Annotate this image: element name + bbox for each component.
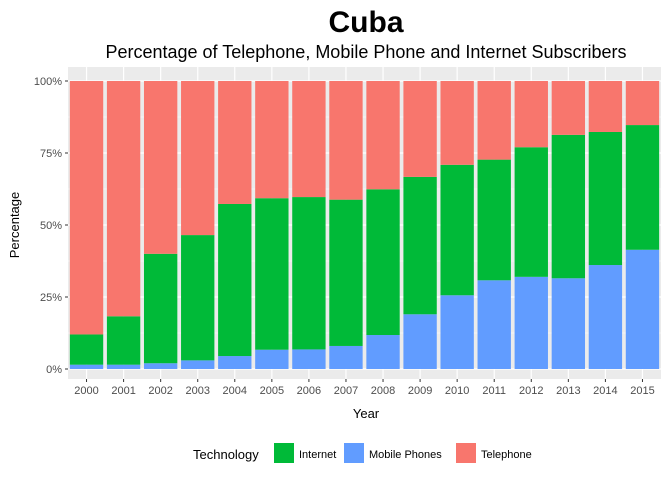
legend-label-mobile-phones: Mobile Phones — [369, 449, 442, 461]
y-tick-label: 0% — [46, 364, 62, 376]
y-tick-label: 75% — [40, 148, 62, 160]
bar-internet-2012 — [514, 147, 548, 277]
x-tick-label: 2004 — [223, 385, 247, 397]
bar-telephone-2003 — [181, 81, 215, 236]
bar-internet-2013 — [551, 134, 586, 279]
bar-mobile-phones-2003 — [181, 360, 215, 369]
bar-mobile-phones-2004 — [218, 356, 252, 369]
bar-telephone-2013 — [551, 81, 586, 135]
x-tick-label: 2009 — [408, 385, 432, 397]
legend: Technology Internet Mobile Phones Teleph… — [193, 443, 532, 463]
bar-internet-2004 — [218, 203, 252, 357]
bar-internet-2011 — [477, 159, 511, 281]
bar-mobile-phones-2011 — [477, 280, 511, 369]
bar-telephone-2006 — [292, 81, 326, 198]
x-tick-label: 2011 — [482, 385, 506, 397]
x-tick-label: 2014 — [593, 385, 617, 397]
chart-title: Cuba — [329, 6, 404, 39]
bar-telephone-2004 — [218, 81, 252, 204]
legend-title: Technology — [193, 447, 259, 462]
x-tick-label: 2003 — [185, 385, 209, 397]
legend-item-internet: Internet — [274, 443, 336, 463]
bar-internet-2008 — [366, 189, 400, 336]
legend-item-mobile-phones: Mobile Phones — [344, 443, 442, 463]
bar-telephone-2007 — [329, 81, 363, 200]
legend-label-internet: Internet — [299, 449, 336, 461]
bar-telephone-2002 — [143, 81, 178, 254]
x-axis-ticks: 2000 2001 2002 2003 2004 2005 2006 2007 2008 2009… — [74, 379, 655, 397]
bar-telephone-2014 — [588, 81, 623, 132]
bar-internet-2014 — [588, 131, 623, 266]
x-tick-label: 2002 — [148, 385, 172, 397]
bar-internet-2015 — [625, 125, 660, 250]
y-axis-ticks: 0% 25% 50% 75% 100% — [34, 76, 68, 376]
x-tick-label: 2007 — [334, 385, 358, 397]
bars — [69, 81, 660, 369]
bar-mobile-phones-2002 — [143, 363, 178, 369]
x-tick-label: 2010 — [445, 385, 469, 397]
bar-internet-2000 — [69, 334, 104, 365]
x-tick-label: 2005 — [260, 385, 284, 397]
x-tick-label: 2000 — [74, 385, 98, 397]
y-tick-label: 100% — [34, 76, 62, 88]
bar-mobile-phones-2007 — [329, 345, 363, 369]
bar-internet-2005 — [255, 198, 289, 350]
bar-telephone-2009 — [403, 81, 437, 177]
bar-telephone-2015 — [625, 81, 660, 126]
bar-internet-2010 — [440, 164, 474, 296]
bar-mobile-phones-2012 — [514, 276, 548, 369]
x-tick-label: 2012 — [519, 385, 543, 397]
bar-telephone-2001 — [106, 81, 141, 317]
bar-telephone-2012 — [514, 81, 548, 148]
y-tick-label: 50% — [40, 220, 62, 232]
bar-internet-2007 — [329, 199, 363, 346]
x-tick-label: 2006 — [297, 385, 321, 397]
legend-item-telephone: Telephone — [456, 443, 532, 463]
bar-telephone-2000 — [69, 81, 104, 335]
x-axis-title: Year — [353, 406, 380, 421]
bar-mobile-phones-2010 — [440, 295, 474, 369]
bar-telephone-2008 — [366, 81, 400, 190]
x-tick-label: 2015 — [630, 385, 654, 397]
bar-mobile-phones-2005 — [255, 349, 289, 369]
legend-key-mobile-phones — [344, 443, 364, 463]
bar-mobile-phones-2000 — [69, 364, 104, 369]
bar-telephone-2010 — [440, 81, 474, 165]
legend-label-telephone: Telephone — [481, 449, 532, 461]
bar-mobile-phones-2015 — [625, 249, 660, 369]
bar-internet-2009 — [403, 176, 437, 315]
bar-internet-2002 — [143, 253, 178, 364]
chart-subtitle: Percentage of Telephone, Mobile Phone an… — [105, 42, 626, 62]
bar-mobile-phones-2008 — [366, 335, 400, 369]
x-tick-label: 2008 — [371, 385, 395, 397]
bar-telephone-2005 — [255, 81, 289, 199]
x-tick-label: 2001 — [111, 385, 135, 397]
y-axis-title: Percentage — [7, 192, 22, 259]
legend-key-internet — [274, 443, 294, 463]
bar-mobile-phones-2006 — [292, 349, 326, 369]
bar-mobile-phones-2001 — [106, 364, 141, 369]
legend-key-telephone — [456, 443, 476, 463]
bar-mobile-phones-2013 — [551, 278, 586, 369]
bar-internet-2006 — [292, 197, 326, 350]
x-tick-label: 2013 — [556, 385, 580, 397]
bar-telephone-2011 — [477, 81, 511, 160]
bar-internet-2001 — [106, 316, 141, 365]
bar-mobile-phones-2014 — [588, 265, 623, 369]
y-tick-label: 25% — [40, 292, 62, 304]
bar-internet-2003 — [181, 235, 215, 361]
bar-mobile-phones-2009 — [403, 314, 437, 369]
